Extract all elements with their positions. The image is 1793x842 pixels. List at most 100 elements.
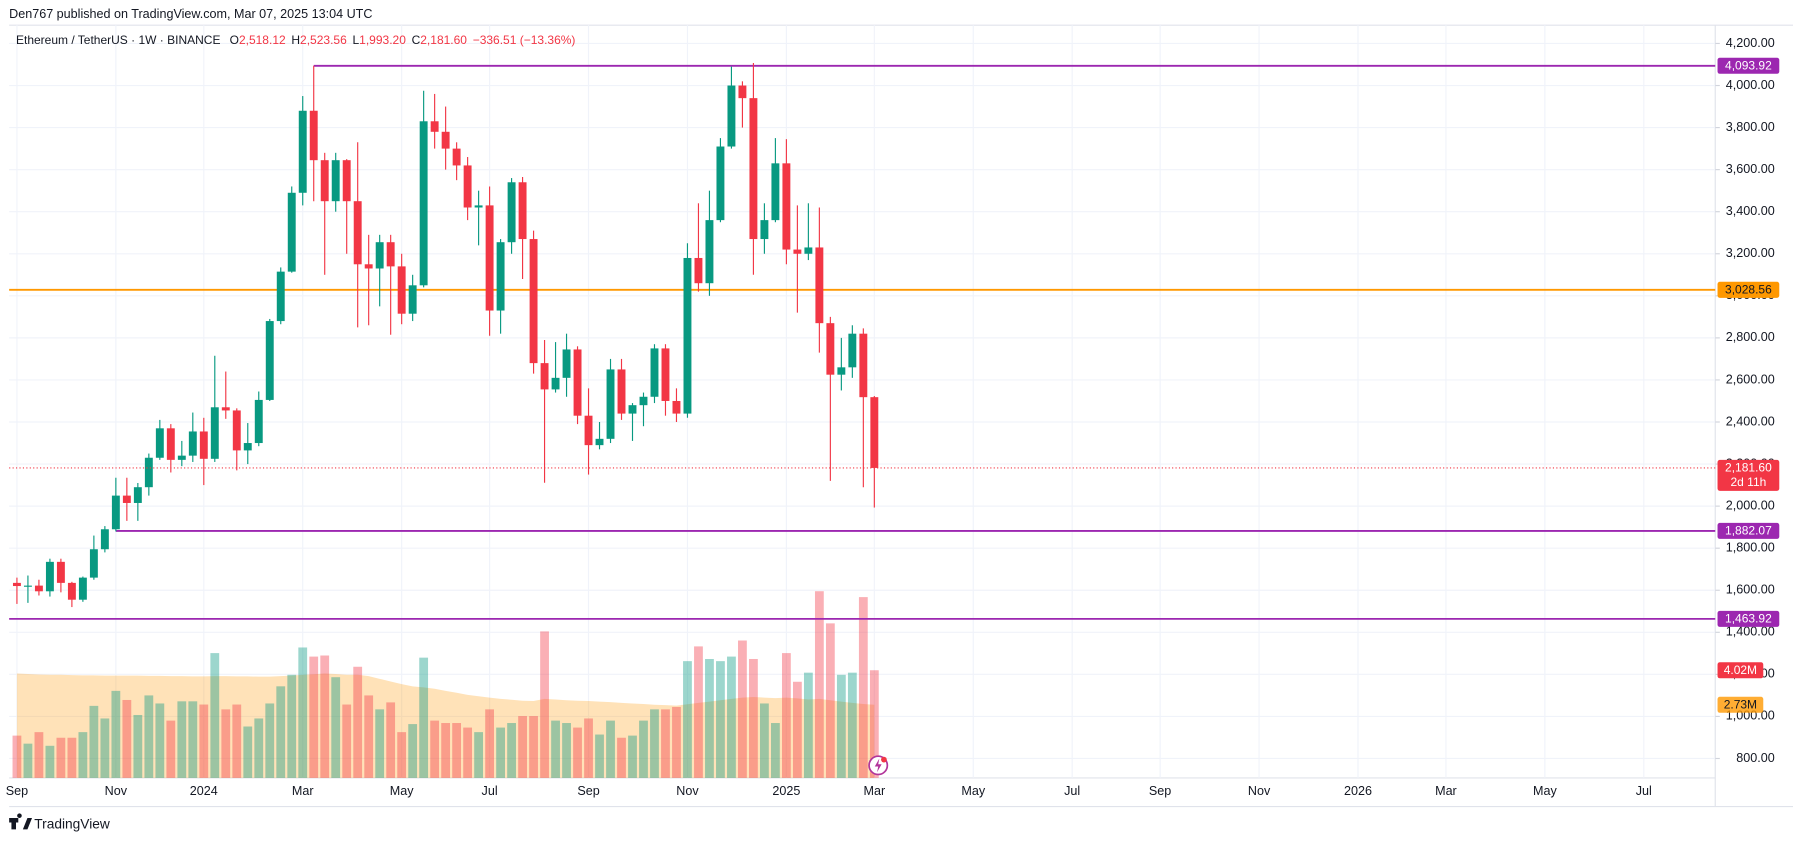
last-price-label: 2,181.60 [1725,461,1772,475]
brand-name: TradingView [34,816,110,831]
candle-body [815,247,824,324]
candle-body [254,399,263,444]
volume-bar [144,695,154,778]
volume-bar [814,591,824,778]
candle-body [771,163,780,221]
candle-body [287,192,296,272]
candle-body [683,257,692,414]
candle-body [496,242,505,311]
volume-bar [243,726,253,778]
volume-bar [133,714,143,778]
candle-body [45,561,54,592]
candle-body [188,431,197,456]
last-price-badge [1717,459,1780,491]
candle-body [12,582,21,587]
candle-body [243,443,252,451]
volume-bar [803,672,813,778]
candle-body [529,239,538,364]
volume-bar [155,703,165,778]
legend-value: 2,523.56 [300,33,347,47]
legend-change: −336.51 (−13.36%) [473,33,576,47]
volume-bar [858,597,868,778]
volume-bar [441,723,451,778]
volume-bar [309,656,319,778]
volume-bar [188,701,198,778]
candle-body [859,333,868,398]
volume-bar [507,723,516,778]
volume-bar [254,718,264,778]
volume-bar [397,732,407,778]
volume-bar [210,653,220,778]
x-tick-label: Sep [6,784,28,798]
candle-body [595,438,604,446]
candle-body [111,495,120,530]
y-tick-label: 1,800.00 [1726,541,1775,555]
candle-body [199,431,208,459]
volume-bar [639,720,648,778]
y-tick-label: 800.00 [1736,751,1774,765]
x-tick-label: 2025 [772,784,800,798]
volume-bar [771,723,780,778]
candle-body [782,163,791,250]
volume-bar [869,670,879,778]
volume-bar [683,661,692,778]
volume-bar [716,661,725,778]
candle-body [100,529,109,550]
candle-body [518,182,527,240]
candle-body [837,367,846,375]
volume-bar [199,704,209,778]
candle-body [452,148,461,166]
y-tick-label: 2,600.00 [1726,372,1775,386]
candle-body [573,349,582,416]
volume-bar [430,720,440,778]
candle-body [221,407,230,411]
candle-body [166,428,175,460]
volume-bar [386,702,396,778]
candle-body [716,146,725,221]
y-tick-label: 2,400.00 [1726,414,1775,428]
candle-body [419,121,428,286]
volume-bar [705,658,714,778]
candle-body [265,321,274,400]
volume-bar [474,732,484,778]
y-tick-label: 4,000.00 [1726,78,1775,92]
x-tick-label: Nov [105,784,128,798]
volume-bar [320,655,330,778]
volume-bar [562,723,571,778]
level-badge [1717,522,1780,539]
volume-bar [375,709,385,778]
volume-bar [34,732,44,778]
volume-badge-label: 4.02M [1724,663,1757,677]
alert-dot [881,756,887,763]
volume-bar [847,672,857,778]
y-tick-label: 3,400.00 [1726,204,1775,218]
volume-bar [23,743,33,778]
candle-body [507,182,516,243]
x-tick-label: Nov [676,784,699,798]
x-tick-label: Sep [577,784,599,798]
volume-bar [628,735,637,778]
volume-bar [661,709,670,778]
volume-bar [78,732,88,778]
chart-legend: Ethereum / TetherUS · 1W · BINANCE O2,518… [16,33,575,47]
volume-bar [496,727,505,778]
volume-bar [111,690,121,778]
volume-bar [518,716,527,778]
candle-body [177,455,186,460]
volume-ma-area [16,673,875,778]
legend-value: 2,181.60 [420,33,467,47]
volume-bar [825,623,835,778]
candle-body [694,257,703,284]
y-tick-label: 1,400.00 [1726,625,1775,639]
level-badge-label: 1,882.07 [1725,524,1772,538]
x-tick-label: Nov [1248,784,1271,798]
candle-body [133,487,142,503]
volume-bar [485,709,494,778]
level-badge-label: 3,028.56 [1725,283,1772,297]
candle-body [353,201,362,265]
x-tick-label: Mar [292,784,314,798]
candle-body [386,242,395,267]
candle-body [661,348,670,401]
volume-bar [287,674,297,778]
